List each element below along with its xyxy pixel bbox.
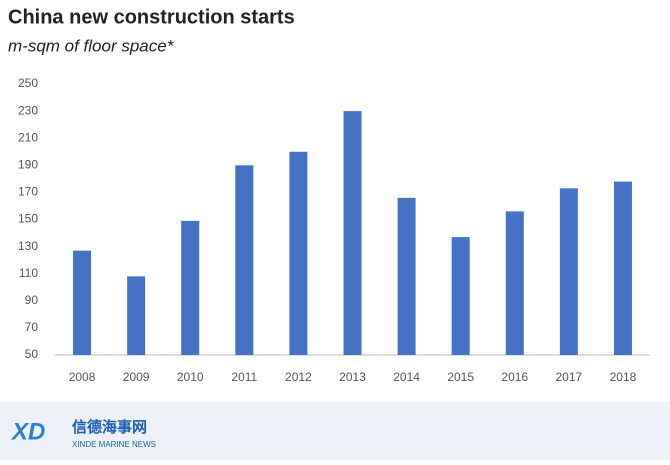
x-tick-label: 2015 — [447, 370, 474, 384]
bar — [289, 151, 308, 355]
bar — [127, 276, 146, 355]
chart-title: China new construction starts — [8, 6, 295, 28]
bar — [397, 197, 416, 355]
y-tick-label: 230 — [18, 103, 38, 117]
y-tick-label: 70 — [25, 320, 39, 334]
y-tick-label: 210 — [18, 130, 38, 144]
y-tick-label: 150 — [18, 212, 38, 226]
bar — [613, 181, 632, 355]
x-tick-label: 2016 — [501, 370, 528, 384]
y-tick-label: 190 — [18, 157, 38, 171]
bar — [559, 188, 578, 355]
bar — [73, 250, 92, 355]
y-tick-label: 250 — [18, 76, 38, 90]
y-tick-label: 130 — [18, 239, 38, 253]
footer — [0, 402, 670, 460]
bar — [181, 220, 200, 355]
x-tick-label: 2009 — [123, 370, 150, 384]
x-tick-label: 2018 — [610, 370, 637, 384]
x-tick-label: 2012 — [285, 370, 312, 384]
brand-tagline: XINDE MARINE NEWS — [72, 440, 156, 449]
chart-subtitle: m-sqm of floor space* — [8, 36, 175, 55]
bar — [235, 165, 254, 355]
bar — [451, 237, 470, 355]
x-tick-label: 2017 — [556, 370, 583, 384]
x-tick-label: 2013 — [339, 370, 366, 384]
y-tick-label: 50 — [25, 347, 39, 361]
brand-name: 信德海事网 — [72, 418, 147, 436]
x-tick-label: 2011 — [231, 370, 257, 384]
y-tick-label: 90 — [25, 293, 39, 307]
x-tick-label: 2014 — [393, 370, 420, 384]
bar — [343, 111, 362, 355]
y-tick-label: 110 — [19, 266, 38, 280]
x-tick-label: 2010 — [177, 370, 204, 384]
logo: XD — [10, 418, 45, 445]
y-tick-label: 170 — [18, 185, 38, 199]
x-tick-label: 2008 — [69, 370, 96, 384]
bar — [505, 211, 524, 355]
